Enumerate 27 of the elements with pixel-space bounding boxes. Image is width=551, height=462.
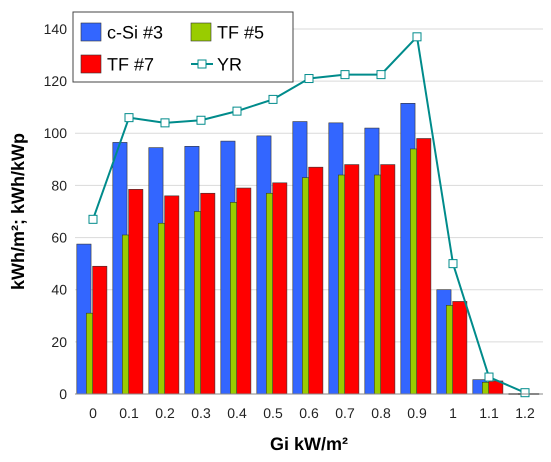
x-tick-label: 0.9 bbox=[407, 405, 427, 421]
x-tick-label: 0 bbox=[89, 405, 98, 421]
x-tick-label: 0.3 bbox=[191, 405, 211, 421]
y-tick-label: 20 bbox=[51, 334, 68, 350]
x-tick-label: 1.1 bbox=[479, 405, 499, 421]
x-tick-label: 1 bbox=[449, 405, 458, 421]
y-tick-label: 40 bbox=[51, 282, 68, 298]
y-axis-title: kWh/m²; kWh/kWp bbox=[8, 133, 28, 290]
x-axis-title: Gi kW/m² bbox=[270, 434, 348, 454]
x-tick-label: 0.6 bbox=[299, 405, 319, 421]
x-tick-label: 0.7 bbox=[335, 405, 355, 421]
y-tick-label: 80 bbox=[51, 177, 68, 194]
legend-label: c-Si #3 bbox=[107, 22, 164, 42]
legend-label: TF #7 bbox=[107, 54, 154, 74]
legend-label: YR bbox=[217, 54, 242, 74]
x-tick-label: 0.4 bbox=[227, 405, 247, 421]
y-tick-label: 140 bbox=[44, 20, 68, 37]
y-tick-label: 60 bbox=[51, 229, 68, 246]
x-tick-label: 0.1 bbox=[119, 405, 139, 421]
y-tick-label: 0 bbox=[59, 386, 68, 402]
x-tick-label: 0.5 bbox=[263, 405, 283, 421]
x-tick-label: 0.2 bbox=[155, 405, 175, 421]
x-tick-label: 1.2 bbox=[515, 405, 535, 421]
y-tick-label: 100 bbox=[44, 125, 68, 142]
x-tick-label: 0.8 bbox=[371, 405, 391, 421]
y-tick-label: 120 bbox=[44, 73, 68, 90]
legend-label: TF #5 bbox=[217, 22, 264, 42]
